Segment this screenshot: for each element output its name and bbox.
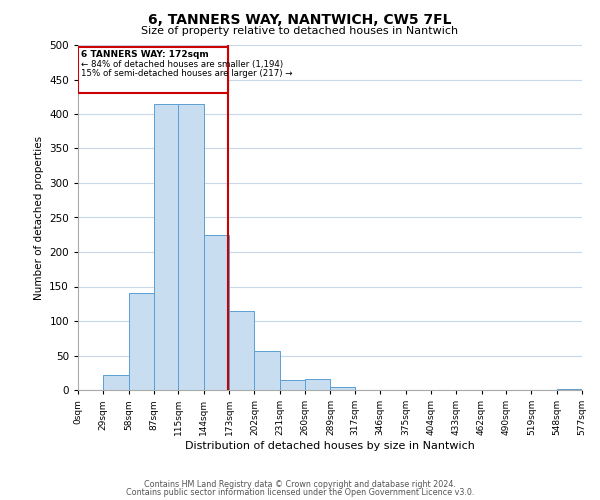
Y-axis label: Number of detached properties: Number of detached properties xyxy=(34,136,44,300)
X-axis label: Distribution of detached houses by size in Nantwich: Distribution of detached houses by size … xyxy=(185,441,475,451)
Text: Contains public sector information licensed under the Open Government Licence v3: Contains public sector information licen… xyxy=(126,488,474,497)
Text: 6 TANNERS WAY: 172sqm: 6 TANNERS WAY: 172sqm xyxy=(82,50,209,59)
Bar xyxy=(204,235,229,390)
Text: Size of property relative to detached houses in Nantwich: Size of property relative to detached ho… xyxy=(142,26,458,36)
Bar xyxy=(331,386,355,390)
Bar xyxy=(254,350,280,390)
Bar xyxy=(178,104,204,390)
Text: Contains HM Land Registry data © Crown copyright and database right 2024.: Contains HM Land Registry data © Crown c… xyxy=(144,480,456,489)
Bar xyxy=(154,104,178,390)
Bar xyxy=(280,380,305,390)
Bar xyxy=(79,46,228,93)
Text: ← 84% of detached houses are smaller (1,194): ← 84% of detached houses are smaller (1,… xyxy=(82,60,284,69)
Text: 15% of semi-detached houses are larger (217) →: 15% of semi-detached houses are larger (… xyxy=(82,69,293,78)
Bar xyxy=(305,379,331,390)
Bar xyxy=(103,375,128,390)
Text: 6, TANNERS WAY, NANTWICH, CW5 7FL: 6, TANNERS WAY, NANTWICH, CW5 7FL xyxy=(148,12,452,26)
Bar xyxy=(229,310,254,390)
Bar xyxy=(128,294,154,390)
